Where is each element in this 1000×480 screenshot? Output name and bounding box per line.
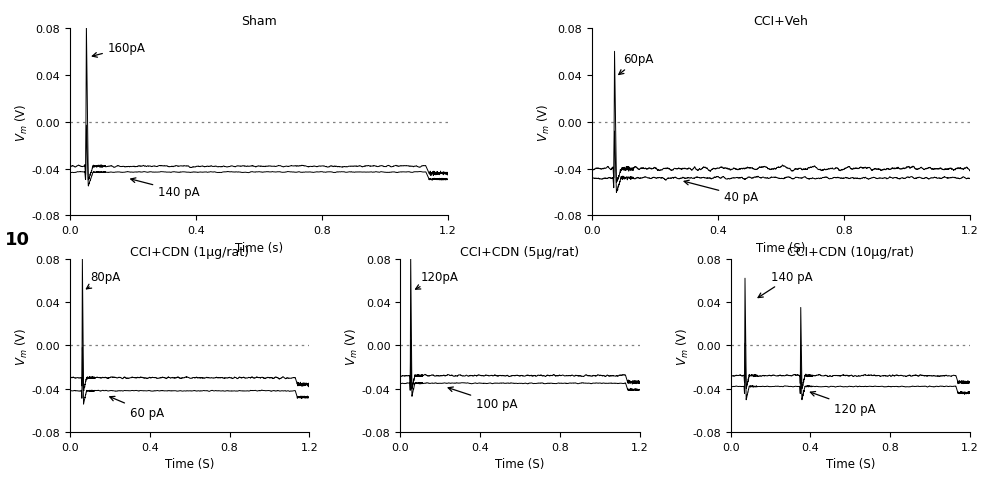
Text: 140 pA: 140 pA — [758, 270, 812, 298]
X-axis label: Time (S): Time (S) — [756, 241, 806, 254]
Y-axis label: $V_m$ (V): $V_m$ (V) — [344, 326, 360, 365]
Y-axis label: $V_m$ (V): $V_m$ (V) — [536, 103, 552, 142]
X-axis label: Time (S): Time (S) — [165, 457, 214, 470]
Text: 60 pA: 60 pA — [110, 396, 164, 419]
Title: CCI+Veh: CCI+Veh — [753, 15, 808, 28]
Text: 120pA: 120pA — [416, 270, 458, 289]
Text: 160pA: 160pA — [92, 42, 146, 58]
Text: 140 pA: 140 pA — [131, 179, 200, 199]
Title: Sham: Sham — [241, 15, 277, 28]
X-axis label: Time (S): Time (S) — [826, 457, 875, 470]
Title: CCI+CDN (1μg/rat): CCI+CDN (1μg/rat) — [130, 245, 249, 258]
X-axis label: Time (s): Time (s) — [235, 241, 283, 254]
Text: 60pA: 60pA — [619, 53, 654, 75]
Text: 40 pA: 40 pA — [684, 181, 758, 203]
Title: CCI+CDN (5μg/rat): CCI+CDN (5μg/rat) — [460, 245, 580, 258]
Title: CCI+CDN (10μg/rat): CCI+CDN (10μg/rat) — [787, 245, 914, 258]
Y-axis label: $V_m$ (V): $V_m$ (V) — [675, 326, 691, 365]
Text: 120 pA: 120 pA — [810, 392, 876, 415]
X-axis label: Time (S): Time (S) — [495, 457, 545, 470]
Text: 100 pA: 100 pA — [448, 387, 518, 410]
Text: 10: 10 — [5, 230, 30, 248]
Y-axis label: $V_m$ (V): $V_m$ (V) — [14, 103, 30, 142]
Text: 80pA: 80pA — [86, 270, 120, 289]
Y-axis label: $V_m$ (V): $V_m$ (V) — [14, 326, 30, 365]
